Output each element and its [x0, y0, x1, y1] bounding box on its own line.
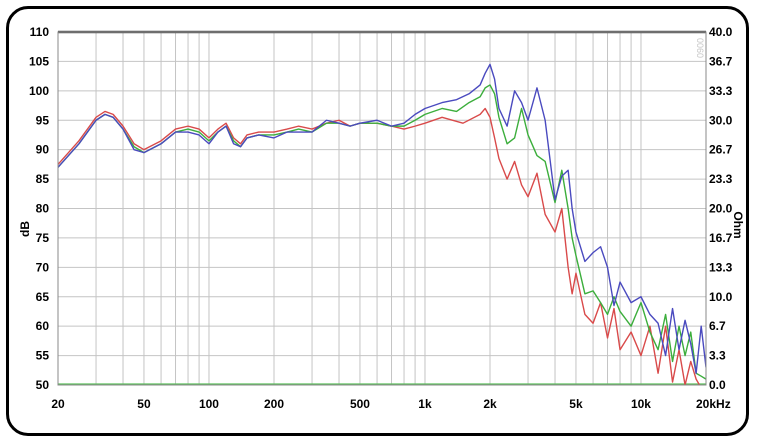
y2-tick-label: 40.0 [709, 25, 733, 39]
x-tick-label: 200 [264, 397, 284, 411]
y2-tick-label: 0.0 [709, 378, 726, 392]
x-tick-label: 1k [418, 397, 432, 411]
y2-tick-label: 16.7 [709, 231, 733, 245]
y-tick-label: 65 [36, 290, 50, 304]
y-tick-label: 55 [36, 349, 50, 363]
y2-tick-label: 20.0 [709, 202, 733, 216]
y-tick-label: 75 [36, 231, 50, 245]
y-tick-label: 60 [36, 319, 50, 333]
x-tick-label: 5k [569, 397, 583, 411]
x-tick-label: 20 [51, 397, 65, 411]
plot-border [57, 31, 707, 386]
y-tick-label: 85 [36, 172, 50, 186]
x-tick-label: 100 [199, 397, 219, 411]
y2-tick-label: 23.3 [709, 172, 733, 186]
y2-tick-label: 3.3 [709, 349, 726, 363]
y-tick-label: 90 [36, 143, 50, 157]
y-axis-label: dB [18, 221, 32, 237]
y2-tick-label: 26.7 [709, 143, 733, 157]
y2-tick-label: 30.0 [709, 113, 733, 127]
y2-tick-label: 10.0 [709, 290, 733, 304]
y-tick-label: 70 [36, 260, 50, 274]
y2-tick-label: 36.7 [709, 54, 733, 68]
y-tick-label: 50 [36, 378, 50, 392]
x-tick-label: 2k [483, 397, 497, 411]
x-tick-label: 10k [631, 397, 651, 411]
x-tick-label: 20kHz [696, 397, 731, 411]
y2-tick-label: 33.3 [709, 84, 733, 98]
y-axis-ticks: 50 55 60 65 70 75 80 85 90 95 100 105 110 [29, 25, 49, 392]
major-gridlines [58, 60, 706, 357]
x-axis-ticks: 20 50 100 200 500 1k 2k 5k 10k 20kHz [51, 397, 730, 411]
series-red-line [58, 107, 701, 385]
x-tick-label: 50 [137, 397, 151, 411]
y2-tick-label: 13.3 [709, 260, 733, 274]
x-tick-label: 500 [350, 397, 370, 411]
y-tick-label: 100 [29, 84, 49, 98]
y-tick-label: 95 [36, 113, 50, 127]
y2-axis-label: Ohm [731, 211, 745, 238]
y-tick-label: 80 [36, 202, 50, 216]
y-tick-label: 105 [29, 54, 49, 68]
y2-tick-label: 6.7 [709, 319, 726, 333]
y-tick-label: 110 [30, 25, 50, 39]
watermark: 0060 [695, 38, 705, 58]
series-blue-line [58, 63, 706, 374]
series-green-line [58, 84, 706, 380]
y2-axis-ticks: 0.0 3.3 6.7 10.0 13.3 16.7 20.0 23.3 26.7 30.0 33.… [709, 25, 733, 392]
plot-traces [58, 63, 706, 385]
